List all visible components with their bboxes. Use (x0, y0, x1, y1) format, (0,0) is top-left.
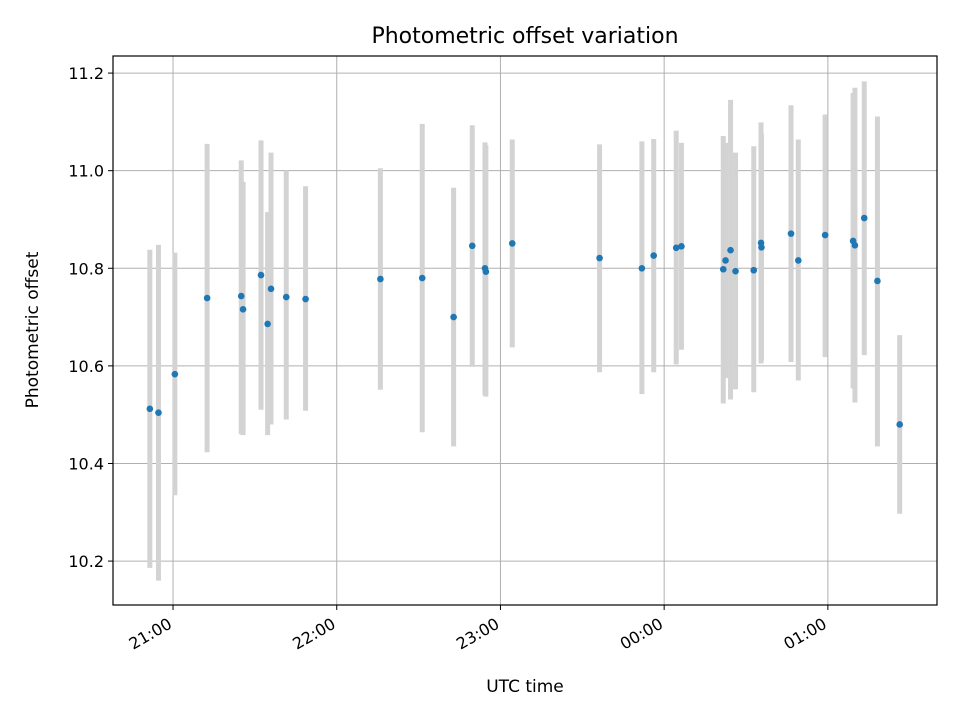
y-tick-label: 10.2 (68, 552, 104, 571)
y-tick-label: 11.2 (68, 64, 104, 83)
y-tick-label: 10.6 (68, 357, 104, 376)
data-point (638, 264, 646, 272)
data-point (239, 305, 247, 313)
data-point (758, 243, 765, 251)
data-point (377, 275, 384, 283)
data-point (821, 231, 829, 239)
y-axis-ticks: 10.2 10.4 10.6 10.8 11.0 11.2 (68, 64, 113, 571)
data-point (257, 271, 265, 279)
data-point (650, 252, 657, 259)
y-axis-label: Photometric offset (23, 251, 43, 408)
plot-frame (112, 55, 938, 606)
chart-title: Photometric offset variation (371, 24, 678, 49)
data-point (155, 409, 162, 417)
data-point (732, 267, 739, 275)
y-tick-label: 11.0 (68, 162, 104, 181)
data-point (678, 243, 685, 250)
data-point (171, 370, 179, 378)
data-point (237, 292, 245, 300)
data-point (750, 266, 758, 274)
data-point (787, 230, 795, 237)
data-point (722, 257, 729, 264)
data-points (146, 214, 904, 428)
data-point (719, 265, 727, 273)
data-point (146, 405, 154, 413)
x-axis-label: UTC time (486, 677, 564, 697)
data-point (795, 257, 802, 264)
data-point (450, 313, 457, 321)
data-point (282, 293, 290, 301)
data-point (203, 294, 211, 302)
data-point (264, 320, 271, 328)
data-point (482, 268, 490, 275)
data-point (860, 214, 868, 222)
data-point (896, 421, 904, 428)
y-tick-label: 10.8 (68, 259, 104, 278)
data-point (596, 254, 603, 262)
data-point (672, 244, 680, 252)
data-point (508, 240, 516, 247)
data-point (727, 246, 734, 254)
data-point (874, 277, 881, 285)
data-point (851, 242, 859, 249)
data-point (302, 295, 309, 303)
data-point (267, 285, 275, 293)
y-tick-label: 10.4 (68, 454, 104, 473)
data-point (418, 274, 426, 282)
data-point (468, 242, 476, 250)
